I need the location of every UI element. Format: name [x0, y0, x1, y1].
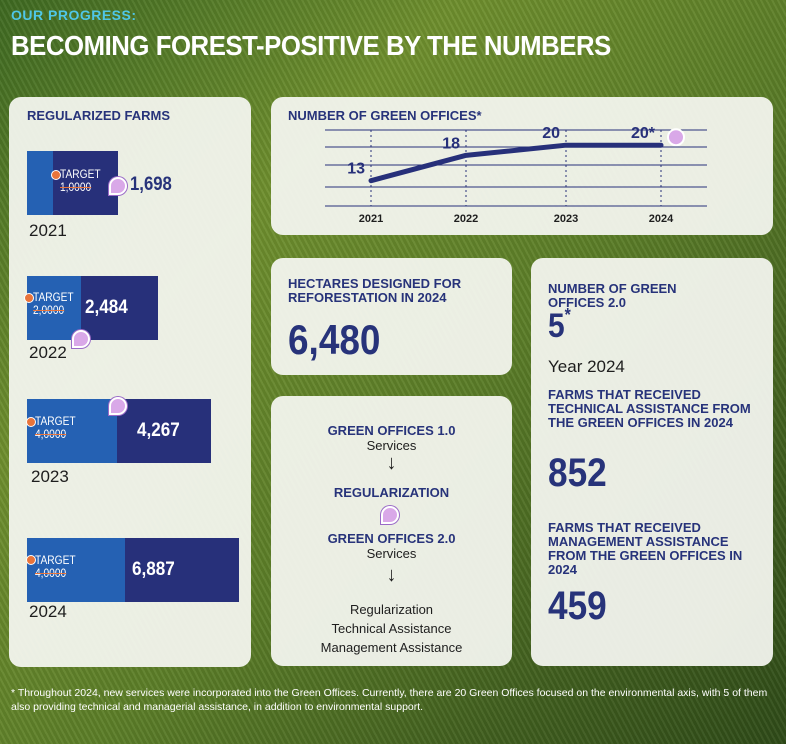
- eyebrow: OUR PROGRESS:: [11, 7, 137, 23]
- x-tick-label: 2024: [649, 213, 674, 225]
- farm-target-label-2024: TARGET 4,0000: [35, 553, 76, 580]
- pin-icon: [72, 330, 90, 348]
- farm-target-2023: [27, 399, 117, 463]
- tech-value: 852: [548, 451, 607, 495]
- service-item: Technical Assistance: [331, 621, 452, 636]
- farm-year-2022: 2022: [29, 343, 67, 362]
- green-offices-title: NUMBER OF GREEN OFFICES*: [288, 108, 482, 123]
- flow-service-list: Regularization Technical Assistance Mana…: [271, 600, 512, 657]
- farms-title: REGULARIZED FARMS: [27, 108, 170, 123]
- mgmt-value: 459: [548, 584, 607, 628]
- target-marker-icon: [26, 417, 36, 427]
- stats-panel: NUMBER OF GREEN OFFICES 2.0 5* Year 2024…: [531, 258, 773, 666]
- data-label: 18: [442, 135, 460, 152]
- flow-step-1: GREEN OFFICES 1.0 Services ↓: [271, 423, 512, 473]
- farm-bar-2022: 2,484: [27, 276, 158, 340]
- flow-heading-go2: GREEN OFFICES 2.0: [327, 531, 456, 546]
- tech-title: FARMS THAT RECEIVED TECHNICAL ASSISTANCE…: [548, 387, 751, 430]
- farm-year-2023: 2023: [31, 467, 69, 486]
- flow-step-3: GREEN OFFICES 2.0 Services ↓: [271, 531, 512, 585]
- data-label: 20: [542, 125, 560, 142]
- go2-value: 5*: [548, 305, 571, 345]
- farms-panel: REGULARIZED FARMS TARGET 1,0000 1,698 202…: [9, 97, 251, 667]
- farm-value-2024: 6,887: [132, 559, 175, 580]
- service-item: Regularization: [349, 602, 434, 617]
- farm-year-2021: 2021: [29, 221, 67, 240]
- arrow-down-icon: ↓: [386, 564, 397, 586]
- farm-target-2024: [27, 538, 125, 602]
- mgmt-title: FARMS THAT RECEIVED MANAGEMENT ASSISTANC…: [548, 520, 743, 577]
- farm-year-2024: 2024: [29, 602, 67, 621]
- page-title: BECOMING FOREST-POSITIVE BY THE NUMBERS: [11, 30, 611, 61]
- target-marker-icon: [51, 170, 61, 180]
- farm-value-2023: 4,267: [137, 420, 180, 441]
- pin-icon: [667, 128, 685, 147]
- farm-bar-2024: 6,887: [27, 538, 239, 602]
- pin-icon: [381, 506, 399, 524]
- hectares-panel: HECTARES DESIGNED FOR REFORESTATION IN 2…: [271, 258, 512, 375]
- target-marker-icon: [26, 555, 36, 565]
- green-offices-panel: NUMBER OF GREEN OFFICES* 13 2021 18 2022 20 2…: [271, 97, 773, 235]
- hectares-title: HECTARES DESIGNED FOR REFORESTATION IN 2…: [288, 276, 462, 305]
- flow-text-go1: Services: [366, 438, 417, 453]
- footnote: * Throughout 2024, new services were inc…: [11, 687, 768, 713]
- farm-target-label-2023: TARGET 4,0000: [35, 414, 76, 441]
- farm-bar-2021: [27, 151, 118, 215]
- farm-value-2021: 1,698: [130, 174, 172, 195]
- farm-value-2022: 2,484: [85, 297, 128, 318]
- farm-target-2022: [27, 276, 81, 340]
- pin-icon: [109, 177, 127, 195]
- x-tick-label: 2023: [554, 213, 578, 225]
- pin-icon: [109, 397, 127, 415]
- service-item: Management Assistance: [320, 640, 463, 655]
- flow-heading-regularization: REGULARIZATION: [333, 485, 450, 500]
- flow-step-2: REGULARIZATION: [271, 485, 512, 500]
- farm-target-label-2022: TARGET 2,0000: [33, 290, 74, 317]
- arrow-down-icon: ↓: [386, 452, 397, 474]
- flow-text-go2: Services: [366, 546, 417, 561]
- target-marker-icon: [24, 293, 34, 303]
- flow-heading-go1: GREEN OFFICES 1.0: [327, 423, 456, 438]
- services-flow-panel: GREEN OFFICES 1.0 Services ↓ REGULARIZAT…: [271, 396, 512, 666]
- go2-year: Year 2024: [548, 357, 625, 376]
- go2-title: NUMBER OF GREEN OFFICES 2.0: [548, 281, 677, 310]
- green-offices-chart: 13 2021 18 2022 20 2023 20* 2024: [325, 125, 707, 225]
- farm-target-2021: [27, 151, 53, 215]
- data-label: 20*: [631, 125, 656, 142]
- x-tick-label: 2021: [359, 213, 383, 225]
- farm-target-label-2021: TARGET 1,0000: [60, 167, 101, 194]
- hectares-value: 6,480: [288, 316, 381, 363]
- data-label: 13: [347, 161, 365, 178]
- x-tick-label: 2022: [454, 213, 478, 225]
- series-line: [368, 142, 664, 184]
